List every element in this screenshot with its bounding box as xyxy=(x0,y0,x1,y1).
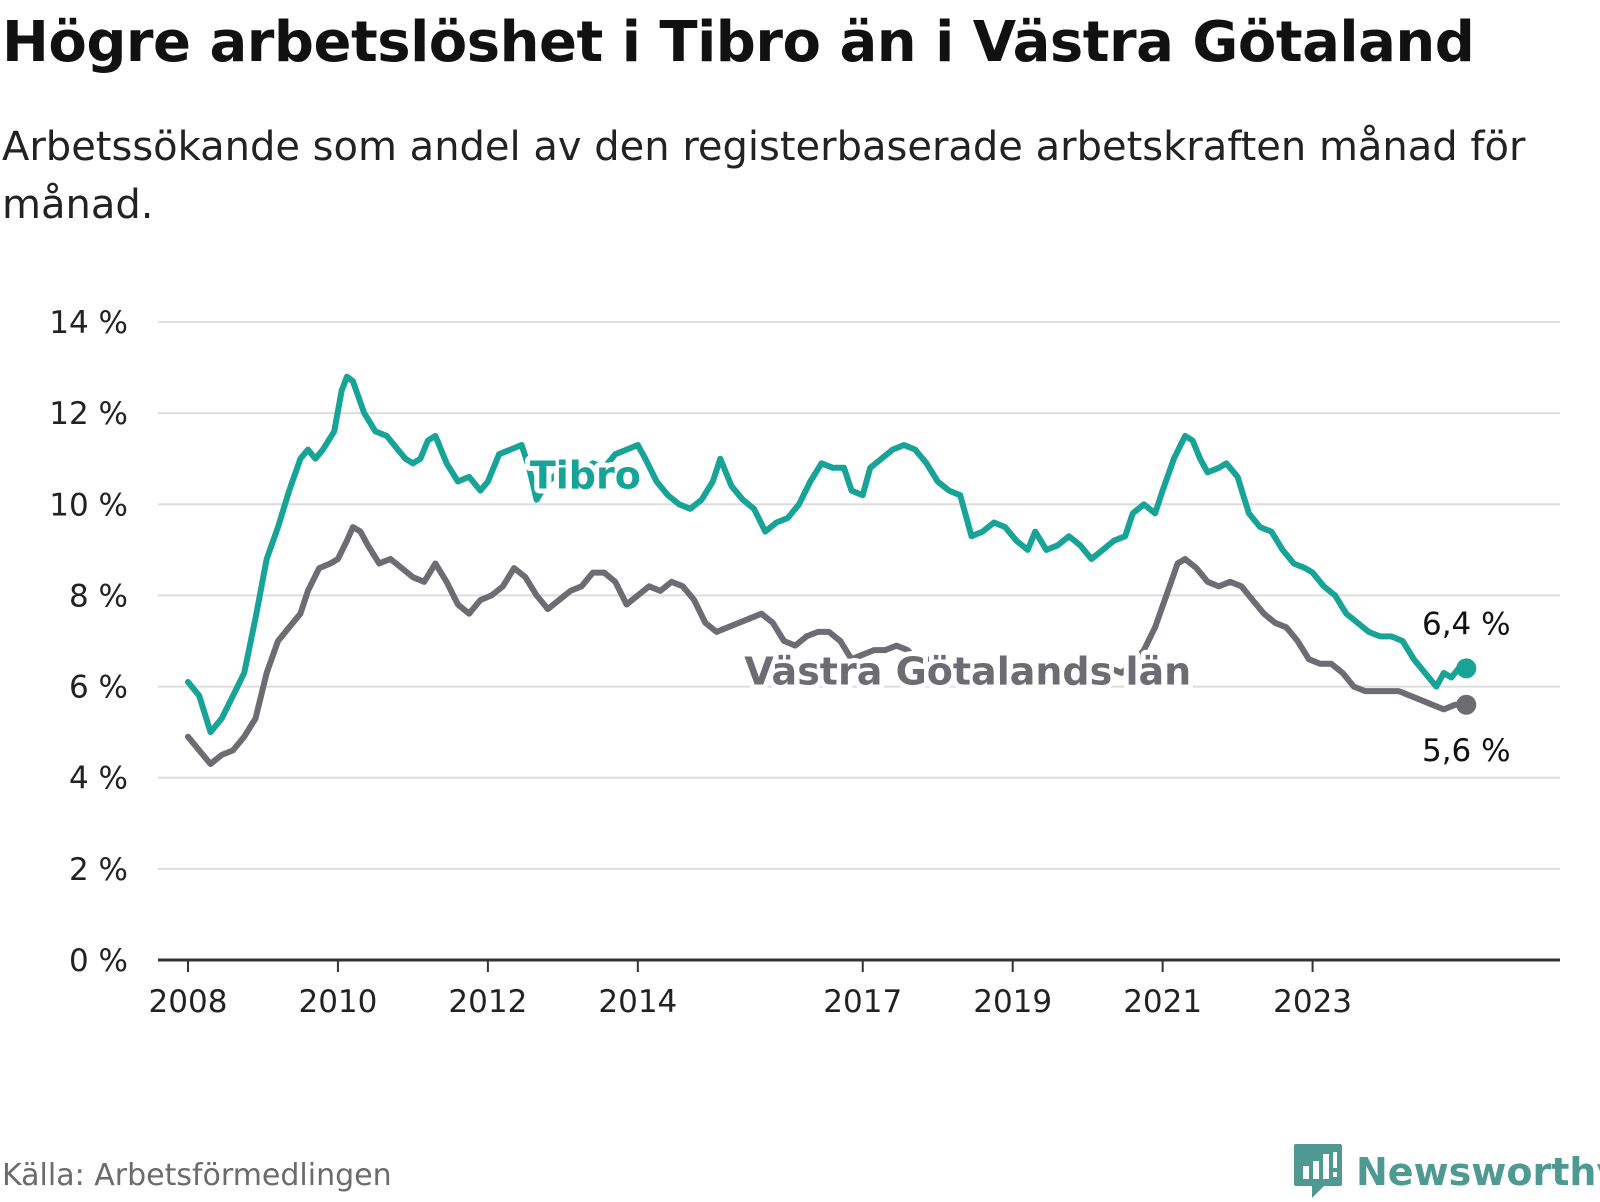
series-label-tibro: Tibro xyxy=(530,453,641,497)
y-tick-label: 4 % xyxy=(69,761,128,797)
y-tick-label: 10 % xyxy=(49,487,128,523)
y-tick-label: 12 % xyxy=(49,396,128,432)
y-tick-label: 0 % xyxy=(69,943,128,979)
end-point-vastra-gotaland xyxy=(1456,694,1477,715)
x-tick-label: 2012 xyxy=(448,984,527,1020)
series-labels: Tibro Västra Götalands län xyxy=(525,448,1196,698)
x-tick-label: 2023 xyxy=(1273,984,1352,1020)
newsworthy-logo-icon xyxy=(1294,1144,1342,1198)
series-line-vastra-gotaland xyxy=(185,524,1470,767)
y-tick-label: 2 % xyxy=(69,852,128,888)
gridlines xyxy=(158,321,1560,870)
source-note: Källa: Arbetsförmedlingen xyxy=(2,1158,392,1193)
x-tick-label: 2017 xyxy=(823,984,902,1020)
x-tick-label: 2010 xyxy=(298,984,377,1020)
y-tick-label: 6 % xyxy=(69,670,128,706)
end-points: 6,4 % 5,6 % xyxy=(1422,606,1511,768)
y-tick-label: 14 % xyxy=(49,305,128,341)
x-tick-label: 2008 xyxy=(149,984,228,1020)
chart-title: Högre arbetslöshet i Tibro än i Västra G… xyxy=(2,10,1475,75)
chart-subtitle: Arbetssökande som andel av den registerb… xyxy=(2,124,1526,228)
x-tick-label: 2019 xyxy=(973,984,1052,1020)
end-value-label-vastra-gotaland: 5,6 % xyxy=(1422,733,1511,769)
series-label-vastra-gotaland: Västra Götalands län xyxy=(744,649,1191,693)
y-tick-label: 8 % xyxy=(69,578,128,614)
end-point-tibro xyxy=(1456,658,1477,679)
series-line-tibro xyxy=(185,373,1470,736)
series-lines xyxy=(185,373,1470,767)
brand-name: Newsworthy xyxy=(1356,1150,1600,1194)
brand: Newsworthy xyxy=(1292,1142,1600,1202)
x-axis: 2008 2010 2012 2014 2017 2019 2021 2023 xyxy=(149,958,1560,1020)
x-tick-label: 2021 xyxy=(1123,984,1202,1020)
y-axis-ticks: 0 % 2 % 4 % 6 % 8 % 10 % 12 % 14 % xyxy=(49,305,128,979)
x-tick-label: 2014 xyxy=(598,984,677,1020)
end-value-label-tibro: 6,4 % xyxy=(1422,606,1511,642)
